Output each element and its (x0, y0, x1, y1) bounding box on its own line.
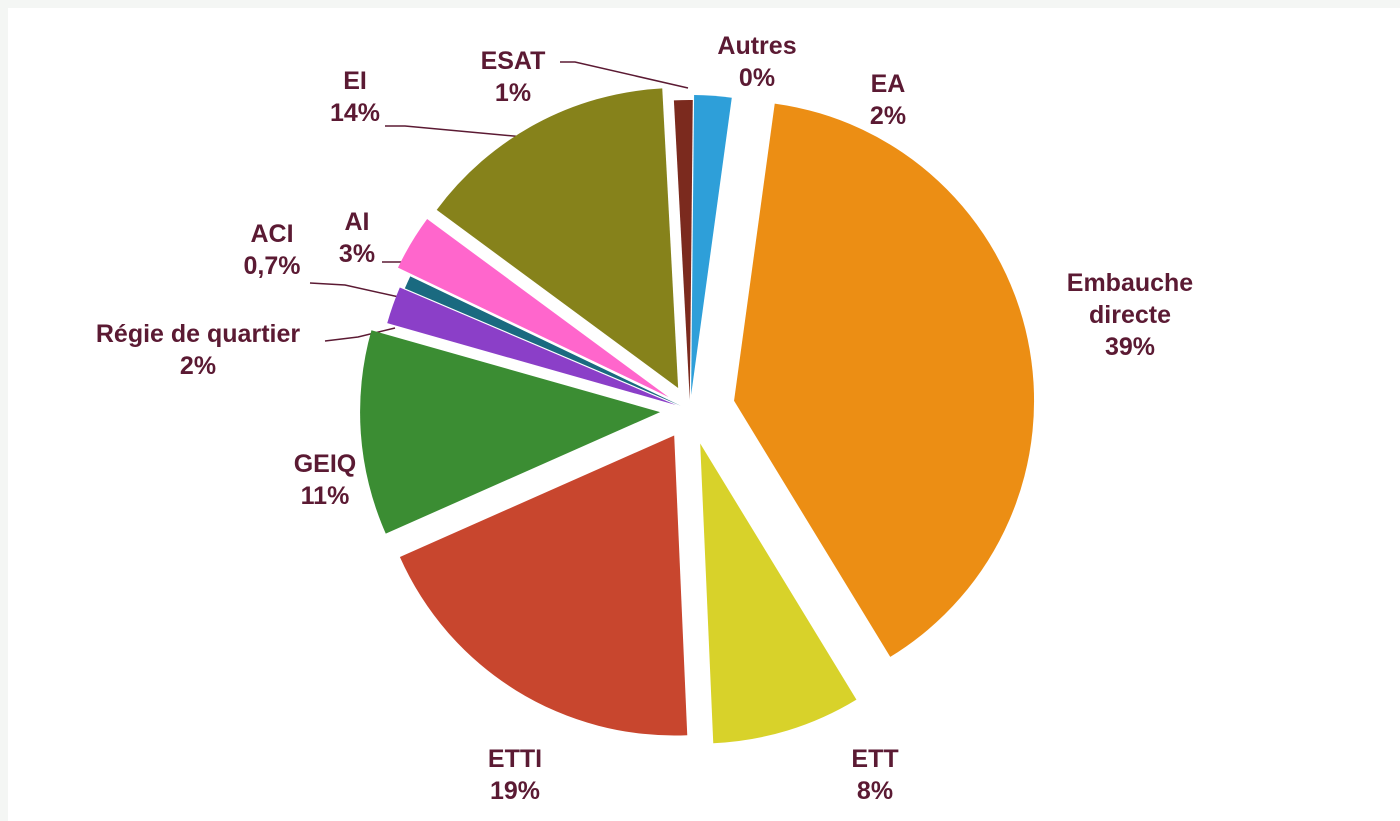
value-label: 0,7% (243, 252, 301, 280)
pie-slice (387, 287, 676, 406)
value-label: 8% (856, 777, 894, 805)
category-label: EA (870, 70, 906, 98)
category-label: GEIQ (293, 450, 357, 478)
category-label: ETTI (487, 745, 543, 773)
slice-label: ETT 8% (835, 743, 915, 807)
pie-slice (397, 219, 669, 398)
pie-slice (673, 100, 693, 401)
slice-label: Régie de quartier 2% (48, 318, 348, 382)
value-label: 19% (489, 777, 541, 805)
leader-line (309, 282, 409, 300)
category-label: EI (343, 67, 367, 95)
category-label: Autres (717, 32, 797, 60)
category-label: ACI (250, 220, 294, 248)
pie-slice (700, 443, 857, 744)
slice-label: ACI 0,7% (232, 218, 312, 282)
pie-slice (360, 330, 661, 534)
category-label: Régie de quartier (95, 320, 301, 348)
value-label: 3% (338, 240, 376, 268)
slice-label: EI 14% (315, 65, 395, 129)
pie-slice (734, 103, 1035, 657)
pie-slice (691, 95, 732, 396)
leader-line (560, 61, 689, 89)
leader-line (385, 125, 536, 139)
category-label: Embauche directe (1066, 269, 1194, 329)
pie-slice (436, 88, 679, 388)
value-label: 11% (300, 482, 350, 510)
slice-label: EA 2% (848, 68, 928, 132)
pie-slice (404, 276, 681, 406)
pie-slice (399, 435, 688, 736)
category-label: ETT (851, 745, 899, 773)
slice-label: Autres 0% (697, 30, 817, 94)
slice-label: GEIQ 11% (285, 448, 365, 512)
value-label: 1% (494, 79, 532, 107)
slice-label: AI 3% (317, 206, 397, 270)
category-label: ESAT (480, 47, 546, 75)
slice-label: Embauche directe 39% (1040, 267, 1220, 363)
value-label: 2% (869, 102, 907, 130)
slice-label: ESAT 1% (473, 45, 553, 109)
value-label: 2% (179, 352, 217, 380)
leader-line (324, 327, 396, 342)
category-label: AI (344, 208, 370, 236)
value-label: 39% (1104, 333, 1156, 361)
value-label: 14% (329, 99, 381, 127)
slice-label: ETTI 19% (475, 743, 555, 807)
value-label: 0% (738, 64, 776, 92)
